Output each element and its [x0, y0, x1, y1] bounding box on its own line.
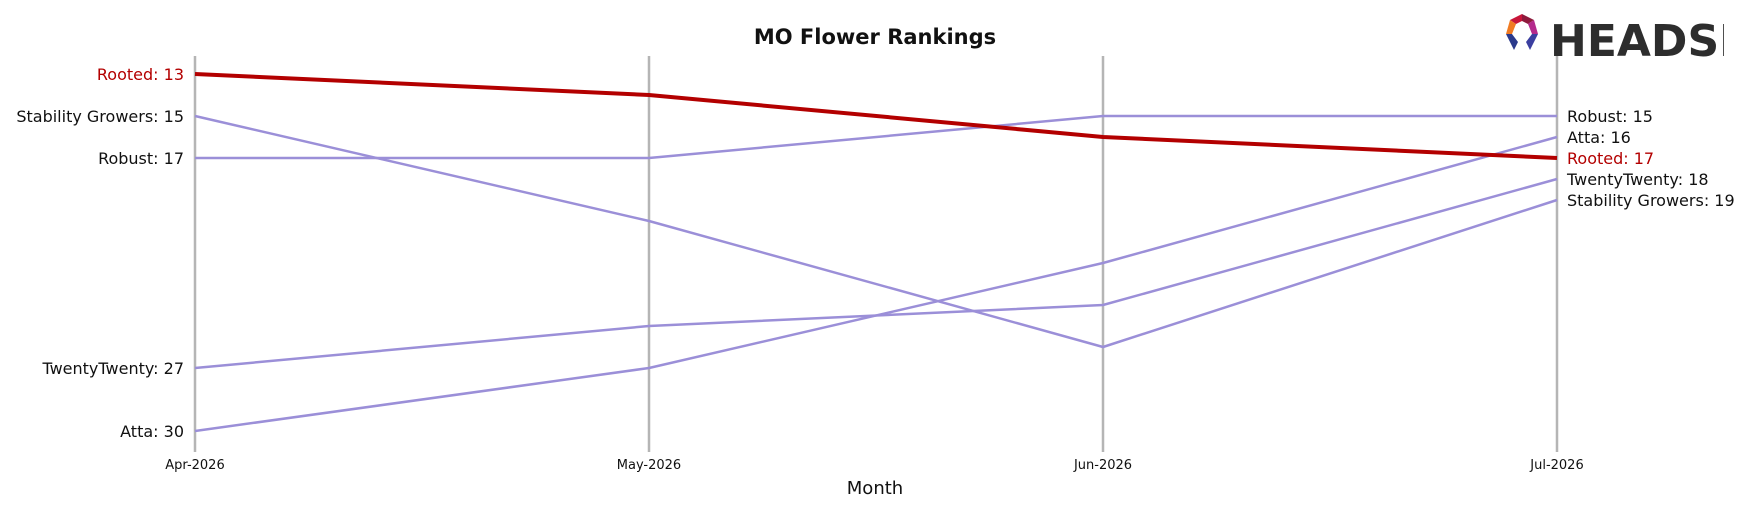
right-label-twentytwenty: TwentyTwenty: 18	[1566, 170, 1709, 189]
headset-logo: HEADSET	[1506, 14, 1724, 62]
headset-logo-mark-icon	[1506, 14, 1538, 50]
left-end-labels: Rooted: 13 Stability Growers: 15 Robust: 1…	[16, 65, 184, 441]
x-tick-labels: Apr-2026 May-2026 Jun-2026 Jul-2026	[165, 458, 1583, 473]
right-label-rooted: Rooted: 17	[1567, 149, 1654, 168]
right-label-atta: Atta: 16	[1567, 128, 1631, 147]
right-label-stability-growers: Stability Growers: 19	[1567, 191, 1735, 210]
x-tick-label: Jun-2026	[1073, 458, 1132, 473]
series-line-rooted	[194, 72, 1558, 160]
right-end-labels: Rooted: 17 Stability Growers: 19 Robust: 1…	[1566, 107, 1735, 210]
left-label-stability-growers: Stability Growers: 15	[16, 107, 184, 126]
series-lines	[194, 72, 1558, 433]
left-label-robust: Robust: 17	[98, 149, 184, 168]
x-tick-label: May-2026	[617, 458, 681, 473]
series-line-robust	[195, 114, 1557, 160]
gridlines	[193, 56, 1559, 452]
series-line-stability-growers	[194, 114, 1558, 349]
left-label-twentytwenty: TwentyTwenty: 27	[41, 359, 184, 378]
logo-wordmark: HEADSET	[1550, 16, 1724, 62]
series-line-twentytwenty	[194, 177, 1558, 370]
series-line-atta	[194, 135, 1558, 433]
right-label-robust: Robust: 15	[1567, 107, 1653, 126]
left-label-atta: Atta: 30	[120, 422, 184, 441]
left-label-rooted: Rooted: 13	[97, 65, 184, 84]
x-tick-label: Jul-2026	[1529, 458, 1583, 473]
x-axis-title: Month	[847, 478, 903, 499]
chart-title: MO Flower Rankings	[754, 25, 996, 49]
x-tick-label: Apr-2026	[165, 458, 224, 473]
